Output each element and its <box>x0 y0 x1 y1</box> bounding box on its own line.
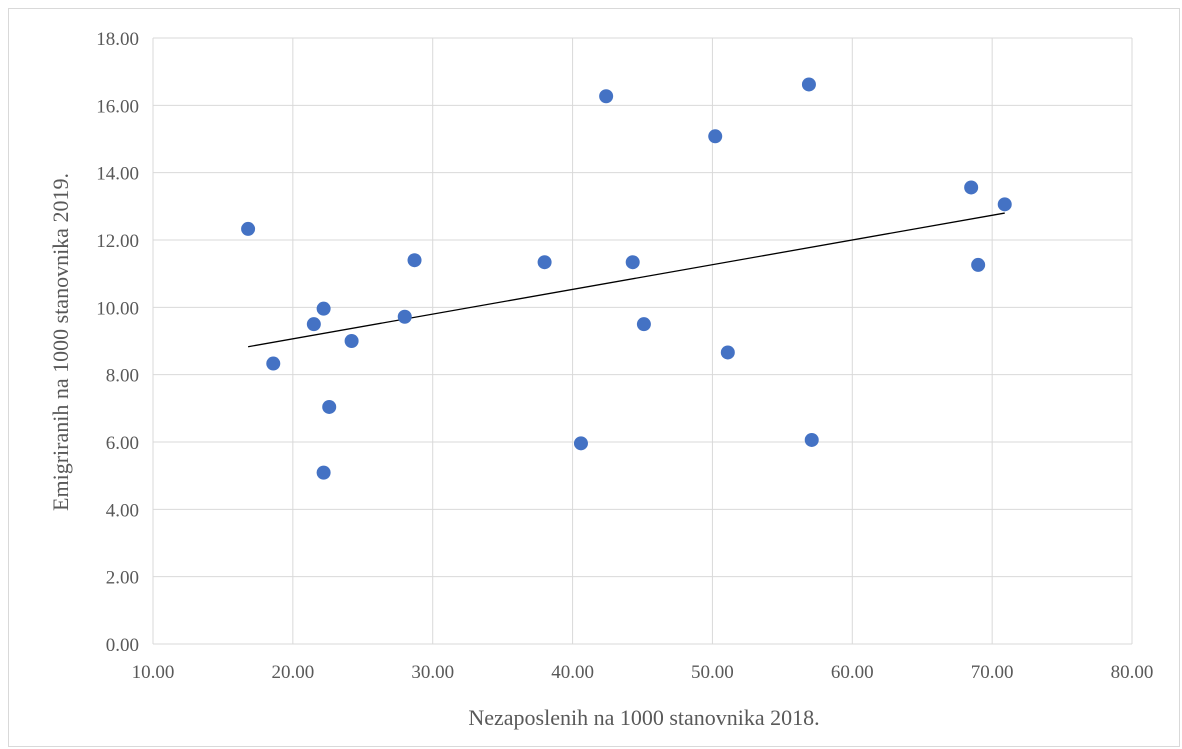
trendline-group <box>247 212 1005 348</box>
chart-frame <box>8 8 1180 747</box>
gridlines <box>152 37 1133 645</box>
data-point <box>322 399 337 414</box>
x-tick-label: 60.00 <box>831 662 874 683</box>
y-tick-label: 6.00 <box>106 433 139 454</box>
x-tick-label: 40.00 <box>551 662 594 683</box>
x-tick-label: 30.00 <box>411 662 454 683</box>
x-tick-label: 10.00 <box>132 662 175 683</box>
data-point <box>964 180 979 195</box>
x-tick-label: 70.00 <box>971 662 1014 683</box>
data-point <box>804 432 819 447</box>
y-axis-title: Emigriranih na 1000 stanovnika 2019. <box>48 173 73 511</box>
data-point <box>316 465 331 480</box>
data-point <box>537 255 552 270</box>
x-axis-tick-labels: 10.00 20.00 30.00 40.00 50.00 60.00 70.00 80.00 <box>132 662 1154 683</box>
x-tick-label: 80.00 <box>1111 662 1154 683</box>
y-tick-label: 18.00 <box>96 29 139 50</box>
y-tick-label: 14.00 <box>96 164 139 185</box>
data-point <box>997 197 1012 212</box>
data-point <box>708 129 723 144</box>
y-tick-label: 2.00 <box>106 568 139 589</box>
data-point <box>306 317 321 332</box>
data-point <box>636 317 651 332</box>
y-tick-label: 12.00 <box>96 231 139 252</box>
y-tick-label: 10.00 <box>96 298 139 319</box>
x-axis-title: Nezaposlenih na 1000 stanovnika 2018. <box>468 705 819 730</box>
data-point <box>344 334 359 348</box>
y-axis-tick-labels: 0.00 2.00 4.00 6.00 8.00 10.00 12.00 14.00 16.00… <box>96 29 139 656</box>
data-points <box>241 77 1012 480</box>
data-point <box>407 253 422 268</box>
data-point <box>241 221 256 236</box>
data-point <box>266 356 281 371</box>
data-point <box>599 89 614 104</box>
y-tick-label: 0.00 <box>106 635 139 656</box>
y-tick-label: 8.00 <box>106 366 139 387</box>
trendline <box>247 212 1005 348</box>
data-point <box>720 345 735 360</box>
x-tick-label: 50.00 <box>691 662 734 683</box>
x-tick-label: 20.00 <box>271 662 314 683</box>
data-point <box>971 257 986 272</box>
data-point <box>625 255 640 270</box>
data-point <box>573 436 588 451</box>
data-point <box>316 301 331 316</box>
data-point <box>397 309 412 324</box>
y-tick-label: 4.00 <box>106 500 139 521</box>
y-tick-label: 16.00 <box>96 96 139 117</box>
data-point <box>801 77 816 92</box>
